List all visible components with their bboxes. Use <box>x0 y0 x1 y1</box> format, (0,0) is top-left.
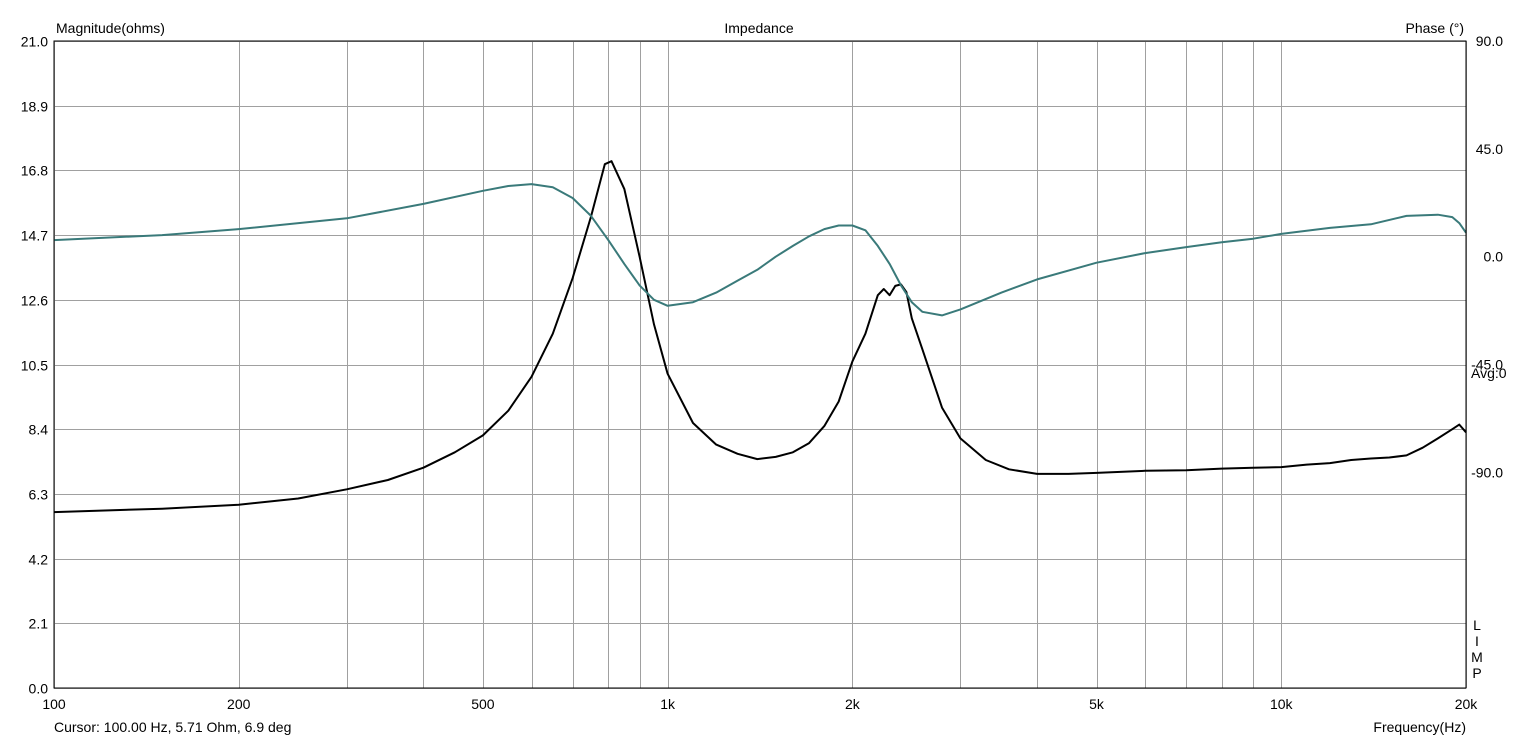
side-letter: M <box>1471 649 1483 665</box>
y-right-tick-label: 90.0 <box>1476 33 1503 49</box>
x-tick-label: 10k <box>1270 696 1294 712</box>
x-tick-label: 5k <box>1089 696 1105 712</box>
cursor-readout: Cursor: 100.00 Hz, 5.71 Ohm, 6.9 deg <box>54 719 291 735</box>
y-left-tick-label: 16.8 <box>21 163 48 179</box>
y-left-tick-label: 8.4 <box>29 422 49 438</box>
x-tick-label: 100 <box>42 696 66 712</box>
y-axis-left-label: Magnitude(ohms) <box>56 20 165 36</box>
x-tick-label: 20k <box>1455 696 1479 712</box>
axis-labels: 0.0 2.1 4.2 6.3 8.4 10.5 12.6 14.7 16.8 18.9 21.0 1… <box>21 33 1503 712</box>
y-right-tick-label: -90.0 <box>1471 464 1503 480</box>
y-left-tick-label: 12.6 <box>21 293 48 309</box>
chart-title: Impedance <box>724 20 793 36</box>
avg-label: Avg:0 <box>1471 365 1507 381</box>
y-left-tick-label: 2.1 <box>29 616 49 632</box>
grid-lines <box>54 41 1467 689</box>
x-tick-label: 200 <box>227 696 251 712</box>
y-axis-right-label: Phase (°) <box>1405 20 1464 36</box>
phase-curve <box>53 183 1467 317</box>
side-letter: I <box>1475 633 1479 649</box>
y-left-tick-label: 4.2 <box>29 552 49 568</box>
y-left-tick-label: 10.5 <box>21 358 48 374</box>
y-right-tick-label: 0.0 <box>1484 249 1504 265</box>
y-left-tick-label: 6.3 <box>29 487 49 503</box>
y-left-tick-label: 0.0 <box>29 681 49 697</box>
x-axis-label: Frequency(Hz) <box>1373 719 1466 735</box>
y-left-tick-label: 14.7 <box>21 228 48 244</box>
x-tick-label: 2k <box>845 696 861 712</box>
plot-series <box>53 160 1467 514</box>
plot-frame <box>53 40 1467 689</box>
side-letter: L <box>1473 617 1481 633</box>
y-left-tick-label: 21.0 <box>21 34 48 50</box>
x-tick-label: 1k <box>660 696 676 712</box>
x-tick-label: 500 <box>471 696 495 712</box>
y-right-tick-label: 45.0 <box>1476 141 1503 157</box>
magnitude-curve <box>53 160 1467 514</box>
side-letter: P <box>1472 665 1481 681</box>
y-left-tick-label: 18.9 <box>21 99 48 115</box>
y-right-tick-label: -45.0 <box>1471 357 1503 373</box>
